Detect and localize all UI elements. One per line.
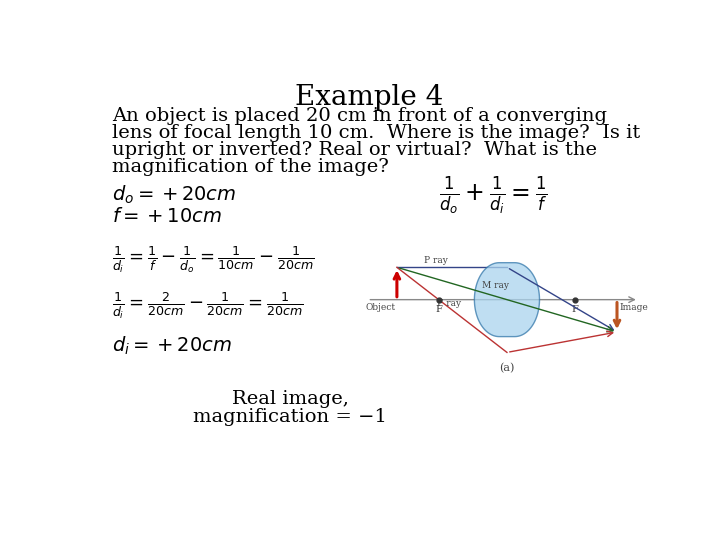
Text: (a): (a)	[499, 363, 515, 373]
Text: lens of focal length 10 cm.  Where is the image?  Is it: lens of focal length 10 cm. Where is the…	[112, 124, 640, 142]
Text: magnification of the image?: magnification of the image?	[112, 158, 389, 176]
Text: $d_i = +20cm$: $d_i = +20cm$	[112, 335, 232, 357]
Text: $f = +10cm$: $f = +10cm$	[112, 207, 222, 226]
Text: Example 4: Example 4	[295, 84, 443, 111]
Text: An object is placed 20 cm in front of a converging: An object is placed 20 cm in front of a …	[112, 107, 607, 125]
Polygon shape	[474, 262, 539, 336]
Text: $\frac{1}{d_i} = \frac{1}{f} - \frac{1}{d_o} = \frac{1}{10cm} - \frac{1}{20cm}$: $\frac{1}{d_i} = \frac{1}{f} - \frac{1}{…	[112, 244, 314, 275]
Text: upright or inverted? Real or virtual?  What is the: upright or inverted? Real or virtual? Wh…	[112, 141, 597, 159]
Text: Real image,: Real image,	[232, 390, 348, 408]
Text: Object: Object	[365, 303, 395, 313]
Text: Image: Image	[619, 303, 648, 313]
Text: $\frac{1}{d_o} + \frac{1}{d_i} = \frac{1}{f}$: $\frac{1}{d_o} + \frac{1}{d_i} = \frac{1…	[438, 177, 547, 218]
Text: F ray: F ray	[437, 299, 461, 308]
Text: P ray: P ray	[424, 256, 449, 265]
Text: $d_o = +20cm$: $d_o = +20cm$	[112, 184, 236, 206]
Text: F: F	[436, 305, 442, 314]
Text: F: F	[572, 305, 579, 314]
Text: magnification = −1: magnification = −1	[193, 408, 387, 426]
Text: M ray: M ray	[482, 281, 509, 289]
Text: $\frac{1}{d_i} = \frac{2}{20cm} - \frac{1}{20cm} = \frac{1}{20cm}$: $\frac{1}{d_i} = \frac{2}{20cm} - \frac{…	[112, 291, 303, 321]
